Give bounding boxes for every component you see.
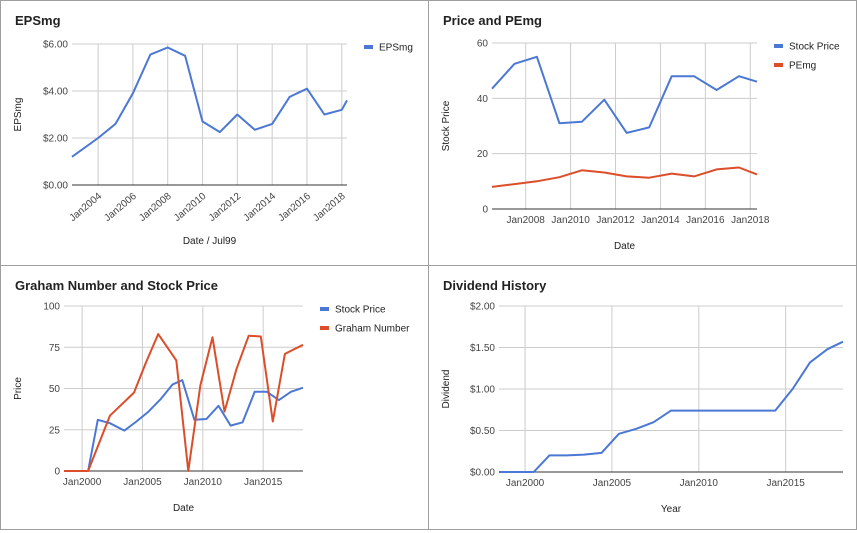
x-tick-label: Jan2014 xyxy=(641,215,680,226)
chart-svg: Price and PEmg 0 20 40 60 Jan2008 Jan2010 Jan20… xyxy=(441,13,840,252)
series-line-stock-price xyxy=(64,379,304,472)
x-tick-label: Jan2008 xyxy=(506,215,545,226)
series-line-series-0 xyxy=(499,340,844,473)
y-tick-label: $2.00 xyxy=(470,302,495,313)
x-tick-label: Jan2015 xyxy=(244,477,283,488)
y-tick-label: 40 xyxy=(477,94,489,105)
chart-title: Dividend History xyxy=(443,278,547,293)
y-tick-label: 60 xyxy=(477,39,489,50)
x-axis-label: Date / Jul99 xyxy=(183,236,237,247)
x-tick-label: Jan2012 xyxy=(207,191,244,224)
y-tick-label: 75 xyxy=(49,343,61,354)
x-tick-label: Jan2000 xyxy=(63,477,102,488)
y-axis-label: Stock Price xyxy=(441,100,452,151)
x-axis-label: Date xyxy=(614,241,636,252)
y-axis-label: EPSmg xyxy=(13,98,24,132)
x-axis-label: Year xyxy=(661,504,682,515)
legend-swatch xyxy=(774,63,783,67)
y-axis-label: Dividend xyxy=(441,370,452,409)
chart-svg: EPSmg$0.00$2.00$4.00$6.00Jan2004Jan2006J… xyxy=(13,13,413,247)
x-tick-label: Jan2018 xyxy=(311,191,348,224)
y-tick-label: 0 xyxy=(482,205,488,216)
x-tick-label: Jan2005 xyxy=(593,478,632,489)
y-tick-label: $1.00 xyxy=(470,385,495,396)
y-tick-label: $6.00 xyxy=(43,40,68,51)
legend-label: Stock Price xyxy=(335,305,386,316)
x-tick-label: Jan2010 xyxy=(680,478,719,489)
legend-swatch xyxy=(774,44,783,48)
x-axis-label: Date xyxy=(173,503,195,514)
y-tick-label: $0.50 xyxy=(470,426,495,437)
x-tick-label: Jan2014 xyxy=(242,191,279,224)
legend-label: Stock Price xyxy=(789,42,840,53)
legend-label: PEmg xyxy=(789,61,816,72)
x-tick-label: Jan2010 xyxy=(184,477,223,488)
chart-panel-graham-number: Graham Number and Stock Price 0 25 50 75 100 J… xyxy=(0,265,429,530)
x-tick-label: Jan2000 xyxy=(506,478,545,489)
x-tick-label: Jan2010 xyxy=(551,215,590,226)
x-tick-label: Jan2018 xyxy=(731,215,770,226)
series-line-pemg xyxy=(491,166,758,188)
y-tick-label: $4.00 xyxy=(43,87,68,98)
x-tick-label: Jan2006 xyxy=(102,191,139,224)
y-tick-label: 20 xyxy=(477,149,489,160)
x-tick-label: Jan2016 xyxy=(686,215,725,226)
chart-title: Graham Number and Stock Price xyxy=(15,278,218,293)
legend-label: EPSmg xyxy=(379,43,413,54)
series-line-stock-price xyxy=(491,55,758,134)
x-tick-label: Jan2010 xyxy=(172,191,209,224)
x-tick-label: Jan2012 xyxy=(596,215,635,226)
chart-svg: Dividend History $0.00 $0.50 $1.00 $1.50 $2.0… xyxy=(441,278,844,515)
y-tick-label: $2.00 xyxy=(43,134,68,145)
y-tick-label: 50 xyxy=(49,384,61,395)
chart-panel-epsmg: EPSmg $0.00 $2.00 $4.00 $6.00 Jan2004 Jan2006 J… xyxy=(0,0,429,266)
chart-svg: Graham Number and Stock Price 0 25 50 75 100 J… xyxy=(13,278,410,514)
y-tick-label: $0.00 xyxy=(43,181,68,192)
chart-panel-price-and-pemg: Price and PEmg 0 20 40 60 Jan2008 Jan2010 Jan20… xyxy=(428,0,857,266)
y-axis-label: Price xyxy=(13,377,24,400)
x-tick-label: Jan2004 xyxy=(68,191,105,224)
x-tick-label: Jan2008 xyxy=(137,191,174,224)
x-tick-label: Jan2016 xyxy=(276,191,313,224)
series-line-epsmg xyxy=(71,46,348,158)
chart-title: Price and PEmg xyxy=(443,13,542,28)
x-tick-label: Jan2015 xyxy=(766,478,805,489)
y-tick-label: $0.00 xyxy=(470,468,495,479)
y-tick-label: 0 xyxy=(54,467,60,478)
chart-panel-dividend-history: Dividend History $0.00 $0.50 $1.00 $1.50 $2.0… xyxy=(428,265,857,530)
x-tick-label: Jan2005 xyxy=(123,477,162,488)
series-line-graham-number xyxy=(64,333,304,472)
legend-swatch xyxy=(364,45,373,49)
legend-swatch xyxy=(320,326,329,330)
chart-title: EPSmg xyxy=(15,13,61,28)
legend-swatch xyxy=(320,307,329,311)
y-tick-label: $1.50 xyxy=(470,343,495,354)
y-tick-label: 100 xyxy=(43,302,60,313)
legend-label: Graham Number xyxy=(335,324,410,335)
y-tick-label: 25 xyxy=(49,425,61,436)
